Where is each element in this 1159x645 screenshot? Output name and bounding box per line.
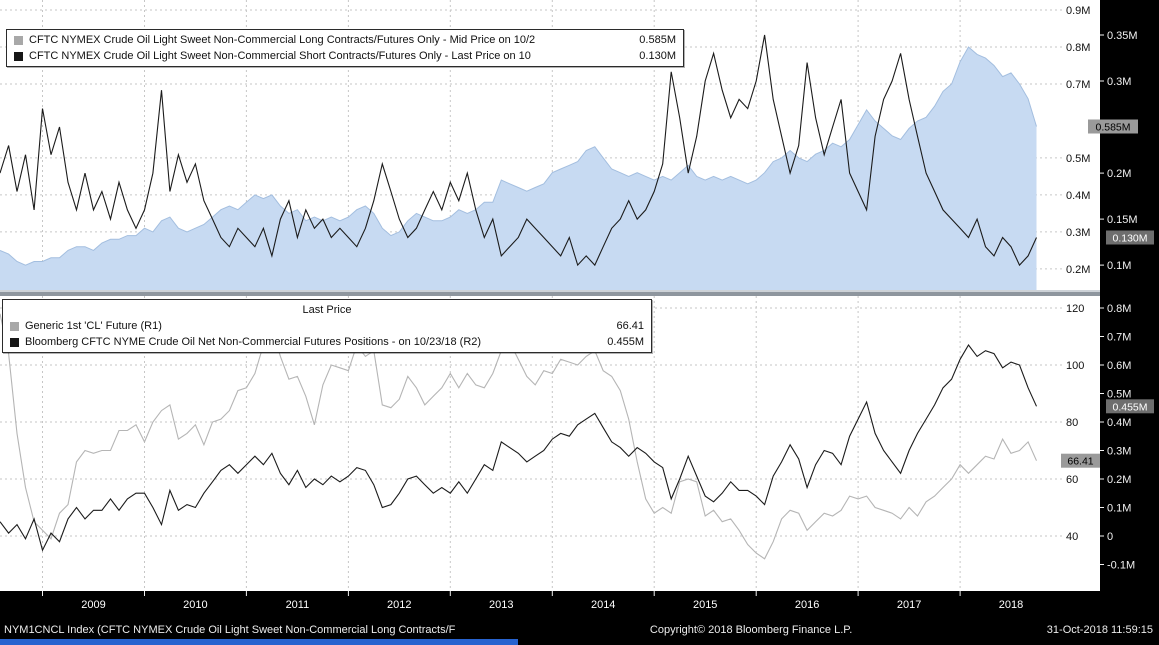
net-positions-swatch-icon (10, 337, 19, 347)
long-series-swatch-icon (14, 35, 23, 45)
legend-row-net-positions[interactable]: Bloomberg CFTC NYME Crude Oil Net Non-Co… (10, 334, 644, 350)
x-axis-year-label: 2017 (897, 599, 921, 611)
bottom-accent-strip (0, 639, 518, 645)
inner-axis-tick-label: 0.5M (1066, 153, 1090, 165)
inner-axis-tick-label: 0.9M (1066, 5, 1090, 17)
chart-canvas[interactable]: 0.9M 0.8M 0.7M 0.5M 0.4M 0.3M 0.2M 0.35M 0.3M 0.2… (0, 0, 1159, 621)
timestamp: 31-Oct-2018 11:59:15 (1046, 624, 1153, 636)
outer-axis-tick-label: 0.15M (1107, 214, 1138, 226)
x-axis-year-label: 2018 (999, 599, 1023, 611)
outer-axis-tick-label: 0.8M (1107, 303, 1131, 315)
inner-axis-tick-label: 100 (1066, 360, 1084, 372)
cl-future-label: Generic 1st 'CL' Future (R1) (25, 320, 162, 332)
inner-axis-tick-label: 60 (1066, 474, 1078, 486)
last-value-badge (1088, 119, 1138, 134)
inner-axis-tick-label: 0.3M (1066, 227, 1090, 239)
net-positions-line (0, 344, 1038, 552)
short-series-label: CFTC NYMEX Crude Oil Light Sweet Non-Com… (29, 50, 531, 62)
short-contracts-line (0, 34, 1038, 267)
net-positions-value: 0.455M (607, 336, 644, 348)
x-axis-year-label: 2015 (693, 599, 717, 611)
security-description: NYM1CNCL Index (CFTC NYMEX Crude Oil Lig… (4, 624, 456, 636)
cl-future-price-line (0, 313, 1038, 560)
long-series-label: CFTC NYMEX Crude Oil Light Sweet Non-Com… (29, 34, 536, 46)
outer-axis-tick-label: 0.3M (1107, 446, 1131, 458)
last-value-badge-label: 0.130M (1112, 233, 1147, 245)
outer-axis-tick-label: 0 (1107, 531, 1113, 543)
inner-axis-tick-label: 0.4M (1066, 190, 1090, 202)
cl-future-swatch-icon (10, 321, 19, 331)
last-value-badge (1106, 230, 1154, 245)
long-contracts-edge (0, 46, 1037, 266)
inner-axis-tick-label: 120 (1066, 303, 1084, 315)
x-axis-year-label: 2013 (489, 599, 513, 611)
outer-axis-tick-label: 0.6M (1107, 360, 1131, 372)
inner-axis-tick-label: 0.2M (1066, 264, 1090, 276)
outer-axis-tick-label: 0.3M (1107, 76, 1131, 88)
inner-axis-tick-label: 40 (1066, 531, 1078, 543)
copyright-text: Copyright© 2018 Bloomberg Finance L.P. (649, 624, 853, 636)
x-axis-year-label: 2009 (81, 599, 105, 611)
x-axis-strip (0, 591, 1100, 621)
last-value-badge-label: 0.455M (1112, 401, 1147, 413)
top-panel-legend: CFTC NYMEX Crude Oil Light Sweet Non-Com… (6, 29, 684, 67)
x-axis-year-label: 2014 (591, 599, 615, 611)
outer-axis-tick-label: 0.1M (1107, 260, 1131, 272)
short-series-value: 0.130M (639, 50, 676, 62)
x-axis-year-label: 2012 (387, 599, 411, 611)
inner-axis-tick-label: 0.7M (1066, 79, 1090, 91)
panel-separator-highlight (0, 290, 1100, 292)
short-series-swatch-icon (14, 51, 23, 61)
last-value-badge-label: 0.585M (1095, 122, 1130, 134)
inner-axis-tick-label: 0.8M (1066, 42, 1090, 54)
legend-row-short-contracts[interactable]: CFTC NYMEX Crude Oil Light Sweet Non-Com… (14, 48, 676, 64)
outer-axis-tick-label: 0.1M (1107, 503, 1131, 515)
x-axis-year-label: 2011 (286, 599, 310, 611)
right-axis-strip (1100, 0, 1159, 621)
outer-axis-tick-label: 0.7M (1107, 332, 1131, 344)
outer-axis-tick-label: -0.1M (1107, 560, 1135, 572)
last-value-badge (1061, 453, 1100, 468)
panel-separator[interactable] (0, 292, 1100, 296)
outer-axis-tick-label: 0.2M (1107, 474, 1131, 486)
legend-row-long-contracts[interactable]: CFTC NYMEX Crude Oil Light Sweet Non-Com… (14, 32, 676, 48)
bottom-panel-legend: Last Price Generic 1st 'CL' Future (R1) … (2, 299, 652, 353)
outer-axis-tick-label: 0.4M (1107, 417, 1131, 429)
legend-row-cl-future[interactable]: Generic 1st 'CL' Future (R1) 66.41 (10, 318, 644, 334)
cl-future-value: 66.41 (616, 320, 644, 332)
inner-axis-tick-label: 80 (1066, 417, 1078, 429)
outer-axis-tick-label: 0.2M (1107, 168, 1131, 180)
x-axis-year-label: 2010 (183, 599, 207, 611)
last-value-badge-label: 66.41 (1067, 456, 1093, 468)
net-positions-label: Bloomberg CFTC NYME Crude Oil Net Non-Co… (25, 336, 482, 348)
outer-axis-tick-label: 0.5M (1107, 389, 1131, 401)
bottom-legend-title: Last Price (302, 304, 352, 316)
long-contracts-area (0, 47, 1037, 290)
outer-axis-tick-label: 0.35M (1107, 30, 1138, 42)
long-series-value: 0.585M (639, 34, 676, 46)
x-axis-year-label: 2016 (795, 599, 819, 611)
last-value-badge (1106, 399, 1154, 414)
